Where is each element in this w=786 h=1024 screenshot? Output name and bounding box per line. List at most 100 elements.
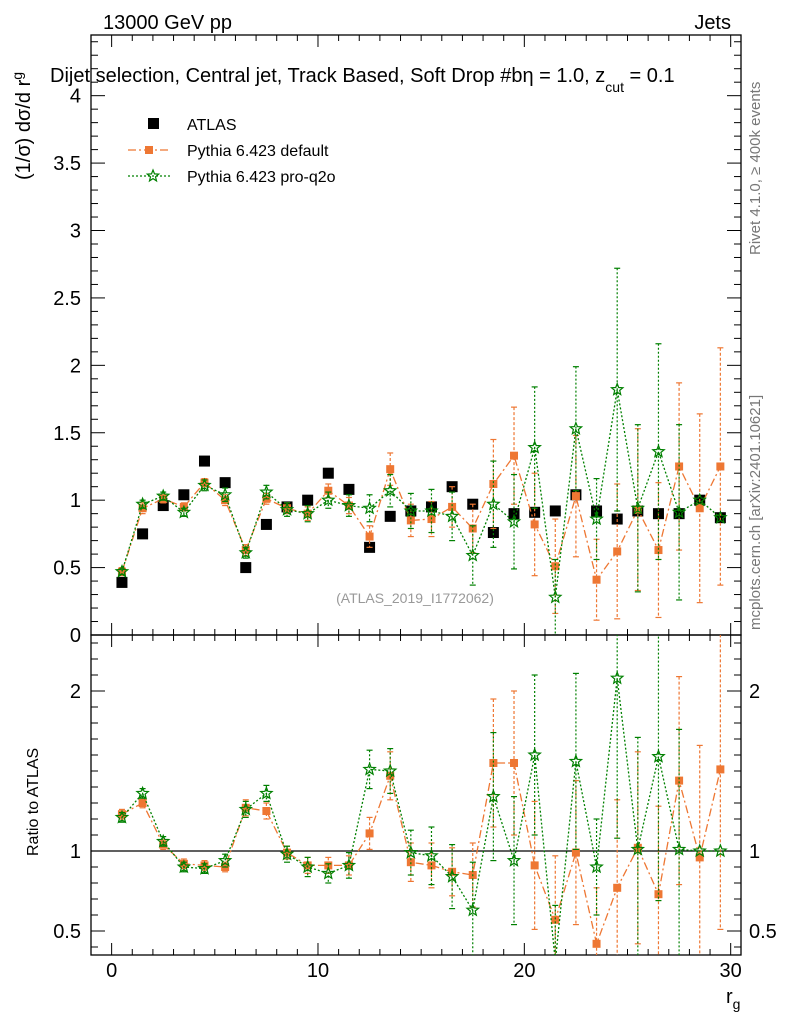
main-data (114, 267, 728, 635)
ratio-pythia-proq2o-point (527, 747, 542, 762)
ratio-pythia-default-point (241, 803, 250, 812)
rivet-label: Rivet 4.1.0, ≥ 400k events (747, 82, 764, 255)
ratio-pythia-default-point (489, 759, 498, 767)
ratio-pythia-default-point (386, 771, 395, 780)
ratio-pythia-default-point (365, 829, 374, 838)
ratio-pythia-proq2o-point (341, 857, 357, 872)
ratio-pythia-default-point (551, 915, 560, 924)
ratio-pythia-proq2o-point (197, 860, 212, 875)
main-atlas-point (343, 483, 355, 495)
main-pythia-proq2o-point (403, 503, 419, 518)
main-pythia-proq2o-point (671, 504, 687, 519)
ratio-panel: 0 10 20 30 0.5 0.5 1 1 2 2 (53, 634, 777, 982)
ratio-pythia-proq2o-point (554, 953, 556, 955)
main-pythia-proq2o-point (713, 510, 728, 524)
main-pythia-default-line (121, 454, 721, 582)
plot-title-main: Dijet selection, Central jet, Track Base… (50, 65, 522, 87)
ratio-y-tick-label-right: 2 (749, 681, 760, 703)
ratio-pythia-default-point (510, 759, 519, 767)
ratio-pythia-proq2o-point (713, 843, 728, 858)
main-y-tick-label: 3 (70, 221, 81, 243)
main-pythia-default-point (241, 546, 250, 555)
main-atlas-point (178, 489, 190, 501)
main-pythia-proq2o-point (155, 488, 171, 503)
ratio-pythia-proq2o-point (651, 748, 666, 763)
ratio-pythia-proq2o-point (403, 844, 419, 859)
ratio-pythia-default-point (592, 939, 601, 948)
ratio-pythia-proq2o-point (321, 865, 336, 880)
ratio-pythia-proq2o-point (279, 846, 295, 861)
main-pythia-default-point (551, 562, 560, 571)
legend-default-label: Pythia 6.423 default (187, 143, 329, 160)
main-pythia-default-point (406, 516, 415, 525)
main-pythia-proq2o-point (465, 547, 481, 562)
ratio-pythia-proq2o-point (155, 833, 171, 848)
main-atlas-point (157, 500, 169, 512)
main-pythia-default-point (613, 547, 622, 556)
plot-title-end: = 0.1 (624, 65, 675, 87)
main-atlas-point (322, 467, 334, 479)
main-atlas-point (487, 527, 499, 539)
main-pythia-proq2o-point (444, 508, 460, 523)
main-pythia-proq2o-point (217, 487, 233, 501)
ratio-pythia-default-point (695, 853, 704, 862)
ratio-pythia-default-point (613, 883, 622, 892)
main-pythia-default-point (448, 502, 457, 511)
main-pythia-proq2o-point (568, 421, 584, 435)
main-y-tick-label: 0.5 (53, 558, 81, 580)
main-pythia-proq2o-point (527, 439, 542, 454)
ratio-pythia-default-point (427, 861, 436, 870)
analysis-watermark: (ATLAS_2019_I1772062) (336, 590, 494, 606)
ratio-pythia-proq2o-point (692, 843, 707, 858)
ratio-data (114, 635, 728, 955)
main-pythia-default-point (200, 478, 209, 487)
ratio-xlabel-sub: g (733, 996, 741, 1012)
legend-atlas-marker (148, 118, 159, 129)
main-pythia-proq2o-point (589, 511, 604, 526)
ratio-pythia-proq2o-point (630, 841, 646, 856)
legend-star-shape (145, 168, 161, 183)
ratio-pythia-proq2o-point (238, 801, 254, 816)
plot-title-sub: cut (605, 79, 624, 95)
ratio-y-tick-label: 1 (70, 841, 81, 863)
main-pythia-proq2o-point (259, 484, 274, 499)
plot-title: Dijet selection, Central jet, Track Base… (50, 65, 675, 95)
header-left: 13000 GeV pp (103, 12, 232, 34)
ratio-xlabel-text: r (726, 986, 733, 1008)
ratio-pythia-default-point (138, 799, 147, 807)
x-tick-label: 20 (513, 960, 535, 982)
main-atlas-point (116, 576, 128, 588)
ratio-pythia-default-line (121, 762, 722, 947)
main-pythia-default-point (489, 479, 498, 488)
main-pythia-proq2o-point (362, 500, 377, 515)
main-pythia-proq2o-point (609, 381, 625, 396)
main-atlas-point (219, 477, 231, 489)
main-pythia-default-point (592, 575, 601, 584)
ratio-pythia-proq2o-point (300, 859, 315, 874)
main-atlas-point (508, 508, 520, 520)
main-y-tick-label: 1.5 (53, 423, 81, 445)
main-y-tick-label: 3.5 (53, 153, 81, 175)
main-pythia-default-point (324, 486, 333, 495)
main-y-tick-label: 2 (70, 355, 81, 377)
main-y-tick-label: 4 (70, 86, 81, 108)
main-pythia-default-point (716, 462, 725, 471)
main-y-tick-label: 0 (70, 625, 81, 647)
ratio-pythia-default-point (675, 776, 684, 785)
main-pythia-proq2o-point (548, 589, 563, 604)
ratio-pythia-default-point (530, 861, 539, 870)
plot-title-tail: η = 1.0, z (522, 65, 605, 87)
ratio-y-tick-label: 0.5 (53, 921, 81, 943)
legend-default-marker (145, 146, 153, 154)
mcplots-label: mcplots.cern.ch [arXiv:2401.10621] (747, 395, 764, 630)
main-atlas-point (198, 455, 210, 467)
ratio-ylabel: Ratio to ATLAS (25, 748, 42, 856)
ratio-pythia-proq2o-point (424, 848, 439, 863)
header-right: Jets (694, 12, 731, 34)
main-ylabel: (1/σ) dσ/d rg (9, 72, 35, 180)
ratio-y-tick-label-right: 1 (749, 841, 760, 863)
ratio-pythia-proq2o-point (135, 785, 150, 800)
ratio-pythia-default-point (571, 848, 580, 857)
ratio-pythia-proq2o-point (114, 809, 130, 824)
main-atlas-point (137, 528, 149, 540)
